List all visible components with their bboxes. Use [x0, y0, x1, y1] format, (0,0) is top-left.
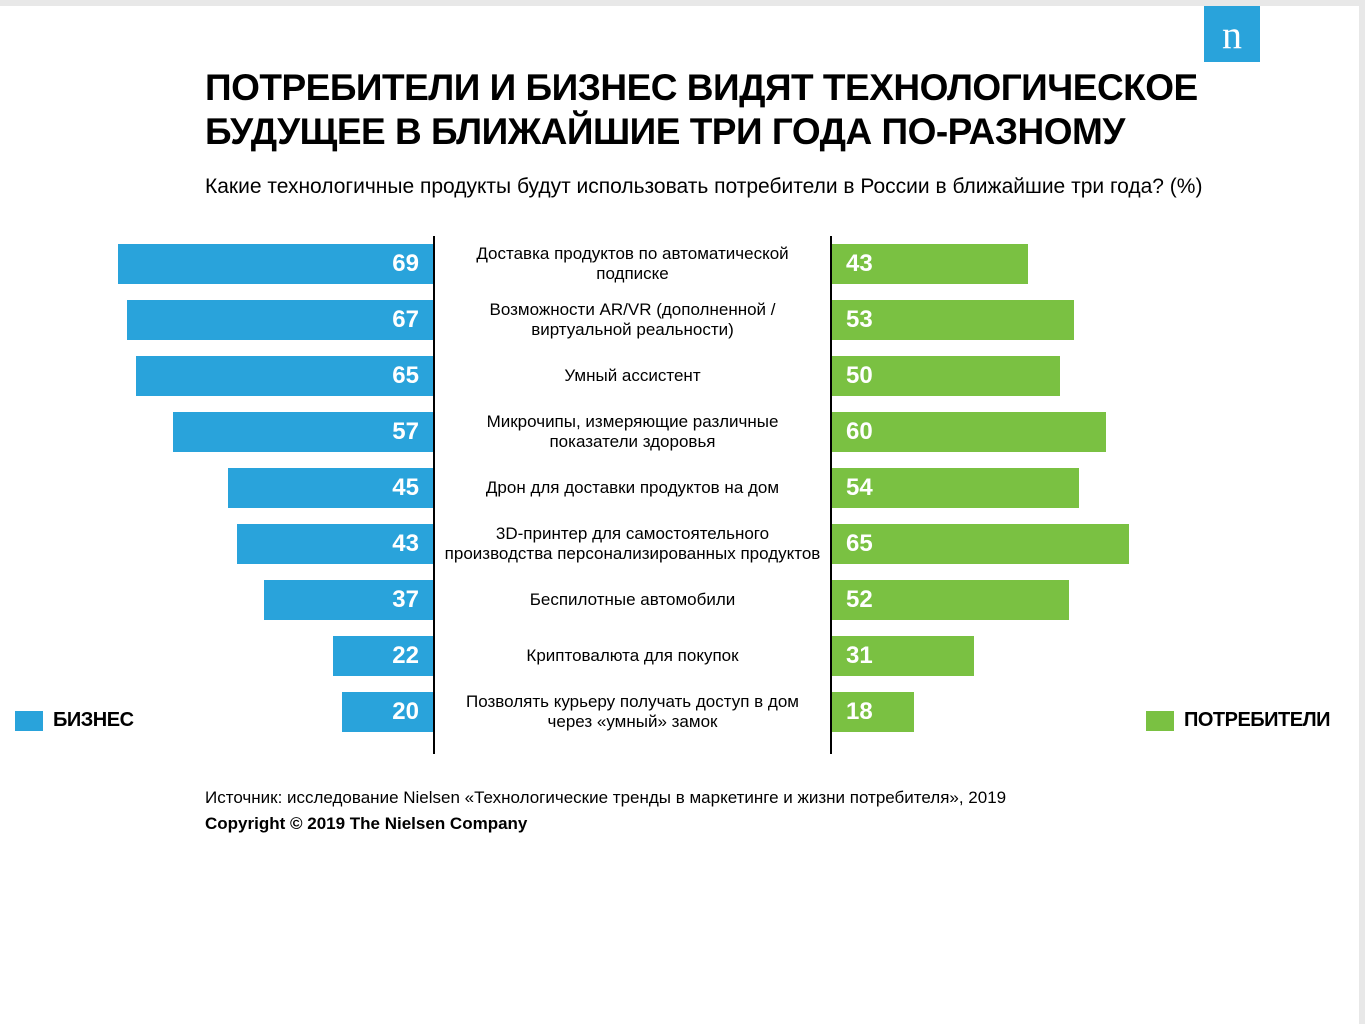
- bar-consumer: 52: [832, 580, 1069, 620]
- chart-row-left: 65: [105, 348, 433, 404]
- chart-row-label: Микрочипы, измеряющие различные показате…: [435, 404, 830, 460]
- chart-row-label: Возможности AR/VR (дополненной / виртуал…: [435, 292, 830, 348]
- chart-row-left: 20: [105, 684, 433, 740]
- chart-row-label: Умный ассистент: [435, 348, 830, 404]
- bar-business: 69: [118, 244, 433, 284]
- chart-row-label: Криптовалюта для покупок: [435, 628, 830, 684]
- chart-row-label: Беспилотные автомобили: [435, 572, 830, 628]
- side-bar: [1359, 6, 1365, 1024]
- axis-extension-left: [433, 740, 435, 754]
- chart-row-label: Позволять курьеру получать доступ в дом …: [435, 684, 830, 740]
- bar-business: 57: [173, 412, 433, 452]
- bar-business: 20: [342, 692, 433, 732]
- chart-row-left: 45: [105, 460, 433, 516]
- chart-row-left: 37: [105, 572, 433, 628]
- legend-swatch-right: [1146, 711, 1174, 731]
- legend-left: БИЗНЕС: [15, 709, 134, 732]
- chart-row-right: 18: [832, 684, 1160, 740]
- chart-row-left: 67: [105, 292, 433, 348]
- bar-business: 65: [136, 356, 433, 396]
- chart-row-right: 31: [832, 628, 1160, 684]
- bar-consumer: 18: [832, 692, 914, 732]
- legend-label-right: ПОТРЕБИТЕЛИ: [1184, 709, 1330, 732]
- bar-consumer: 43: [832, 244, 1028, 284]
- chart-row-right: 53: [832, 292, 1160, 348]
- title-line-2: БУДУЩЕЕ В БЛИЖАЙШИЕ ТРИ ГОДА ПО-РАЗНОМУ: [205, 111, 1125, 152]
- bar-business: 43: [237, 524, 433, 564]
- chart-right-column: 435350605465523118 ПОТРЕБИТЕЛИ: [830, 236, 1160, 740]
- bar-consumer: 50: [832, 356, 1060, 396]
- axis-extension-right: [830, 740, 832, 754]
- chart-row-right: 60: [832, 404, 1160, 460]
- chart-row-left: 43: [105, 516, 433, 572]
- chart-row-right: 52: [832, 572, 1160, 628]
- chart-labels-column: Доставка продуктов по автоматической под…: [435, 236, 830, 740]
- page-title: ПОТРЕБИТЕЛИ И БИЗНЕС ВИДЯТ ТЕХНОЛОГИЧЕСК…: [205, 66, 1265, 155]
- chart-row-right: 50: [832, 348, 1160, 404]
- chart-row-label: Дрон для доставки продуктов на дом: [435, 460, 830, 516]
- legend-label-left: БИЗНЕС: [53, 709, 134, 732]
- chart-row-label: 3D-принтер для самостоятельного производ…: [435, 516, 830, 572]
- bar-business: 37: [264, 580, 433, 620]
- chart-row-right: 54: [832, 460, 1160, 516]
- content: ПОТРЕБИТЕЛИ И БИЗНЕС ВИДЯТ ТЕХНОЛОГИЧЕСК…: [0, 6, 1365, 834]
- source-text: Источник: исследование Nielsen «Технолог…: [205, 788, 1265, 808]
- chart-row-left: 22: [105, 628, 433, 684]
- copyright-text: Copyright © 2019 The Nielsen Company: [205, 814, 1265, 834]
- bar-business: 22: [333, 636, 433, 676]
- bar-business: 45: [228, 468, 433, 508]
- chart-row-label: Доставка продуктов по автоматической под…: [435, 236, 830, 292]
- diverging-bar-chart: 696765574543372220 БИЗНЕС Доставка проду…: [105, 236, 1265, 740]
- logo-letter: n: [1222, 11, 1242, 58]
- bar-business: 67: [127, 300, 433, 340]
- chart-row-right: 65: [832, 516, 1160, 572]
- title-line-1: ПОТРЕБИТЕЛИ И БИЗНЕС ВИДЯТ ТЕХНОЛОГИЧЕСК…: [205, 67, 1198, 108]
- nielsen-logo: n: [1204, 6, 1260, 62]
- chart-row-right: 43: [832, 236, 1160, 292]
- bar-consumer: 53: [832, 300, 1074, 340]
- chart-row-left: 69: [105, 236, 433, 292]
- legend-swatch-left: [15, 711, 43, 731]
- footer: Источник: исследование Nielsen «Технолог…: [205, 788, 1265, 834]
- bar-consumer: 60: [832, 412, 1106, 452]
- chart-left-column: 696765574543372220 БИЗНЕС: [105, 236, 435, 740]
- bar-consumer: 54: [832, 468, 1079, 508]
- bar-consumer: 31: [832, 636, 974, 676]
- chart-row-left: 57: [105, 404, 433, 460]
- legend-right: ПОТРЕБИТЕЛИ: [1146, 709, 1330, 732]
- subtitle: Какие технологичные продукты будут испол…: [205, 173, 1265, 201]
- bar-consumer: 65: [832, 524, 1129, 564]
